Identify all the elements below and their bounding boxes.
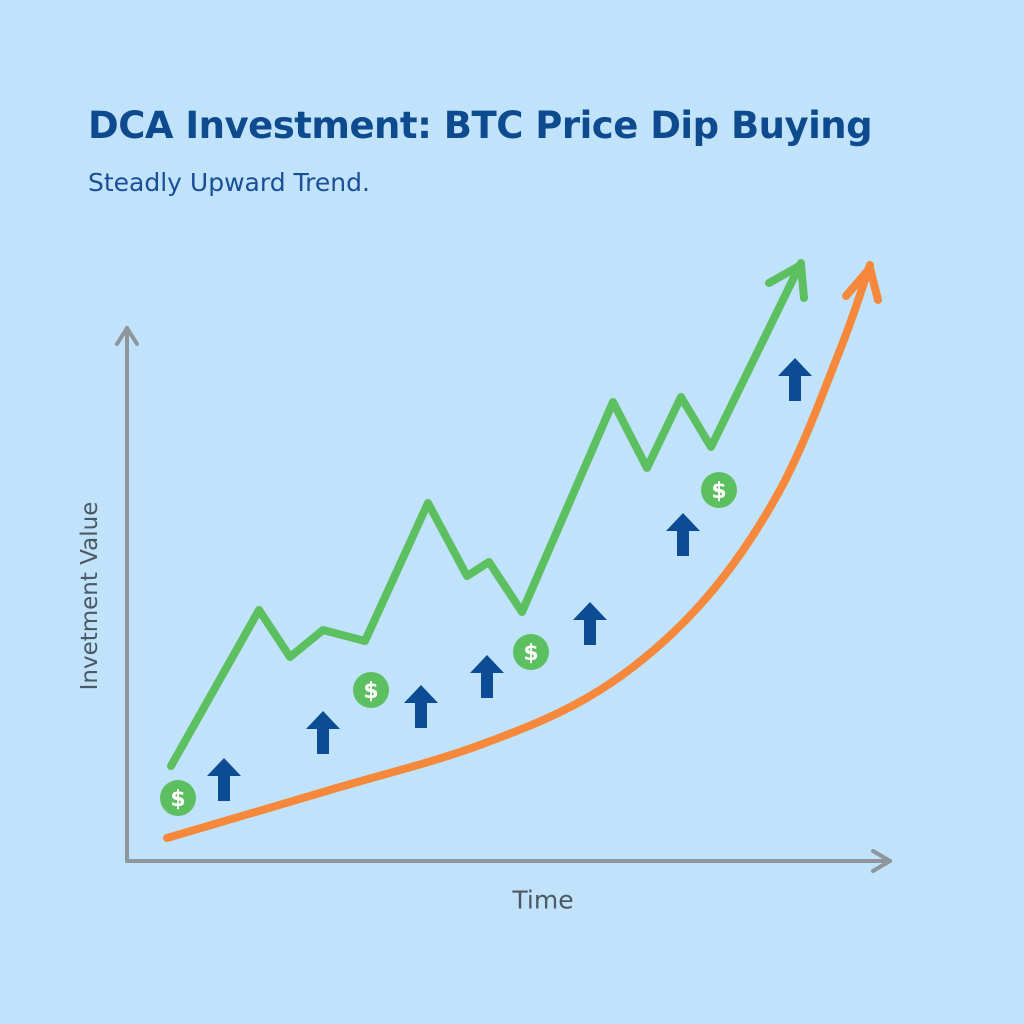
svg-text:$: $	[711, 479, 726, 504]
chart-subtitle: Steadly Upward Trend.	[88, 168, 370, 197]
dollar-coin-icon: $	[160, 780, 196, 816]
up-arrow-icon	[778, 358, 812, 401]
dollar-coin-icon: $	[353, 672, 389, 708]
up-arrow-icon	[666, 513, 700, 556]
svg-text:$: $	[170, 787, 185, 812]
dca-curve	[163, 261, 882, 842]
up-arrow-icon	[207, 758, 241, 801]
svg-text:$: $	[363, 679, 378, 704]
dollar-coin-icon: $	[513, 634, 549, 670]
buy-arrows	[207, 358, 812, 801]
up-arrow-icon	[470, 655, 504, 698]
x-axis-label: Time	[512, 885, 574, 915]
dollar-coin-icon: $	[701, 472, 737, 508]
y-axis-arrowhead-icon	[115, 326, 139, 346]
x-axis-arrowhead-icon	[871, 849, 892, 873]
up-arrow-icon	[573, 602, 607, 645]
price-line	[167, 259, 808, 770]
chart-title: DCA Investment: BTC Price Dip Buying	[88, 104, 873, 147]
dollar-coins: $ $ $ $	[160, 472, 737, 816]
axes	[115, 326, 892, 873]
up-arrow-icon	[306, 711, 340, 754]
svg-text:$: $	[523, 641, 538, 666]
up-arrow-icon	[404, 685, 438, 728]
y-axis-label: Invetment Value	[77, 501, 103, 691]
